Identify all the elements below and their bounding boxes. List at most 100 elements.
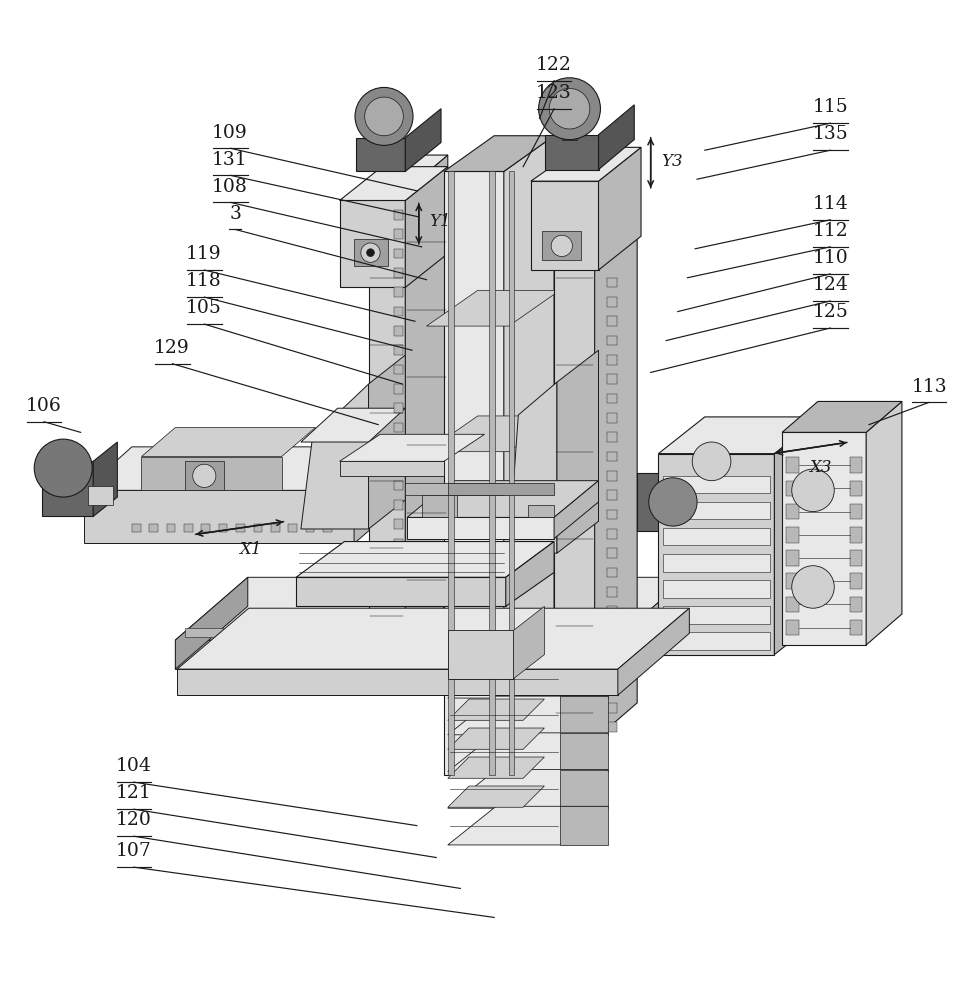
Polygon shape: [368, 355, 405, 529]
Polygon shape: [786, 597, 798, 612]
Polygon shape: [608, 374, 617, 384]
Circle shape: [649, 478, 697, 526]
Polygon shape: [405, 167, 448, 287]
Polygon shape: [219, 524, 228, 532]
Text: 135: 135: [813, 125, 849, 143]
Polygon shape: [393, 249, 403, 258]
Polygon shape: [786, 527, 798, 543]
Polygon shape: [376, 133, 391, 142]
Polygon shape: [405, 155, 448, 640]
Text: 3: 3: [229, 205, 241, 223]
Polygon shape: [608, 510, 617, 519]
Polygon shape: [339, 200, 405, 287]
Polygon shape: [297, 577, 506, 606]
Polygon shape: [422, 495, 457, 517]
Polygon shape: [393, 500, 403, 510]
Polygon shape: [528, 505, 554, 517]
Polygon shape: [786, 573, 798, 589]
Polygon shape: [608, 587, 617, 597]
Polygon shape: [448, 699, 545, 720]
Polygon shape: [608, 355, 617, 365]
Polygon shape: [407, 517, 554, 539]
Polygon shape: [786, 550, 798, 566]
Polygon shape: [306, 524, 315, 532]
Polygon shape: [339, 434, 484, 461]
Text: 115: 115: [813, 98, 849, 116]
Polygon shape: [531, 147, 641, 181]
Polygon shape: [663, 476, 769, 493]
Polygon shape: [354, 447, 402, 543]
Polygon shape: [339, 167, 448, 200]
Polygon shape: [546, 135, 599, 170]
Polygon shape: [393, 307, 403, 316]
Polygon shape: [177, 669, 618, 695]
Polygon shape: [175, 577, 687, 640]
Polygon shape: [560, 696, 609, 735]
Polygon shape: [368, 155, 448, 191]
Text: 125: 125: [813, 303, 849, 321]
Polygon shape: [850, 481, 862, 496]
Polygon shape: [141, 457, 282, 490]
Polygon shape: [202, 524, 210, 532]
Text: 129: 129: [154, 339, 190, 357]
Polygon shape: [774, 417, 821, 655]
Polygon shape: [393, 597, 403, 606]
Polygon shape: [448, 770, 609, 808]
Polygon shape: [608, 413, 617, 423]
Text: 112: 112: [813, 222, 849, 240]
Circle shape: [539, 78, 601, 140]
Polygon shape: [608, 452, 617, 461]
Polygon shape: [426, 609, 560, 645]
Polygon shape: [132, 524, 141, 532]
Polygon shape: [782, 401, 902, 432]
Text: 104: 104: [115, 757, 151, 775]
Polygon shape: [554, 154, 638, 191]
Polygon shape: [393, 345, 403, 355]
Polygon shape: [393, 229, 403, 239]
Polygon shape: [393, 210, 403, 220]
Circle shape: [34, 439, 92, 497]
Polygon shape: [786, 481, 798, 496]
Polygon shape: [608, 471, 617, 481]
Polygon shape: [543, 231, 581, 260]
Circle shape: [366, 249, 374, 257]
Polygon shape: [448, 786, 545, 807]
Polygon shape: [236, 524, 245, 532]
Polygon shape: [297, 542, 554, 577]
Polygon shape: [850, 504, 862, 519]
Polygon shape: [850, 527, 862, 543]
Polygon shape: [608, 645, 617, 655]
Circle shape: [551, 235, 573, 257]
Circle shape: [360, 243, 380, 262]
Polygon shape: [393, 442, 403, 452]
Polygon shape: [608, 664, 617, 674]
Polygon shape: [444, 136, 554, 171]
Text: 123: 123: [536, 84, 572, 102]
Polygon shape: [638, 473, 687, 531]
Polygon shape: [658, 417, 821, 454]
Polygon shape: [866, 401, 902, 645]
Polygon shape: [448, 757, 545, 778]
Text: 120: 120: [115, 811, 151, 829]
Polygon shape: [514, 606, 545, 679]
Text: 121: 121: [115, 784, 151, 802]
Polygon shape: [83, 490, 354, 543]
Polygon shape: [509, 171, 515, 775]
Polygon shape: [599, 105, 635, 170]
Polygon shape: [83, 447, 402, 490]
Circle shape: [549, 88, 590, 129]
Polygon shape: [448, 728, 545, 749]
Text: 113: 113: [912, 378, 947, 396]
Polygon shape: [323, 524, 331, 532]
Polygon shape: [489, 171, 495, 775]
Polygon shape: [405, 483, 504, 495]
Text: 105: 105: [186, 299, 222, 317]
Polygon shape: [560, 770, 609, 808]
Polygon shape: [185, 628, 562, 637]
Polygon shape: [782, 432, 866, 645]
Polygon shape: [271, 524, 280, 532]
Polygon shape: [42, 461, 93, 516]
Text: 119: 119: [186, 245, 222, 263]
Polygon shape: [608, 548, 617, 558]
Polygon shape: [786, 620, 798, 635]
